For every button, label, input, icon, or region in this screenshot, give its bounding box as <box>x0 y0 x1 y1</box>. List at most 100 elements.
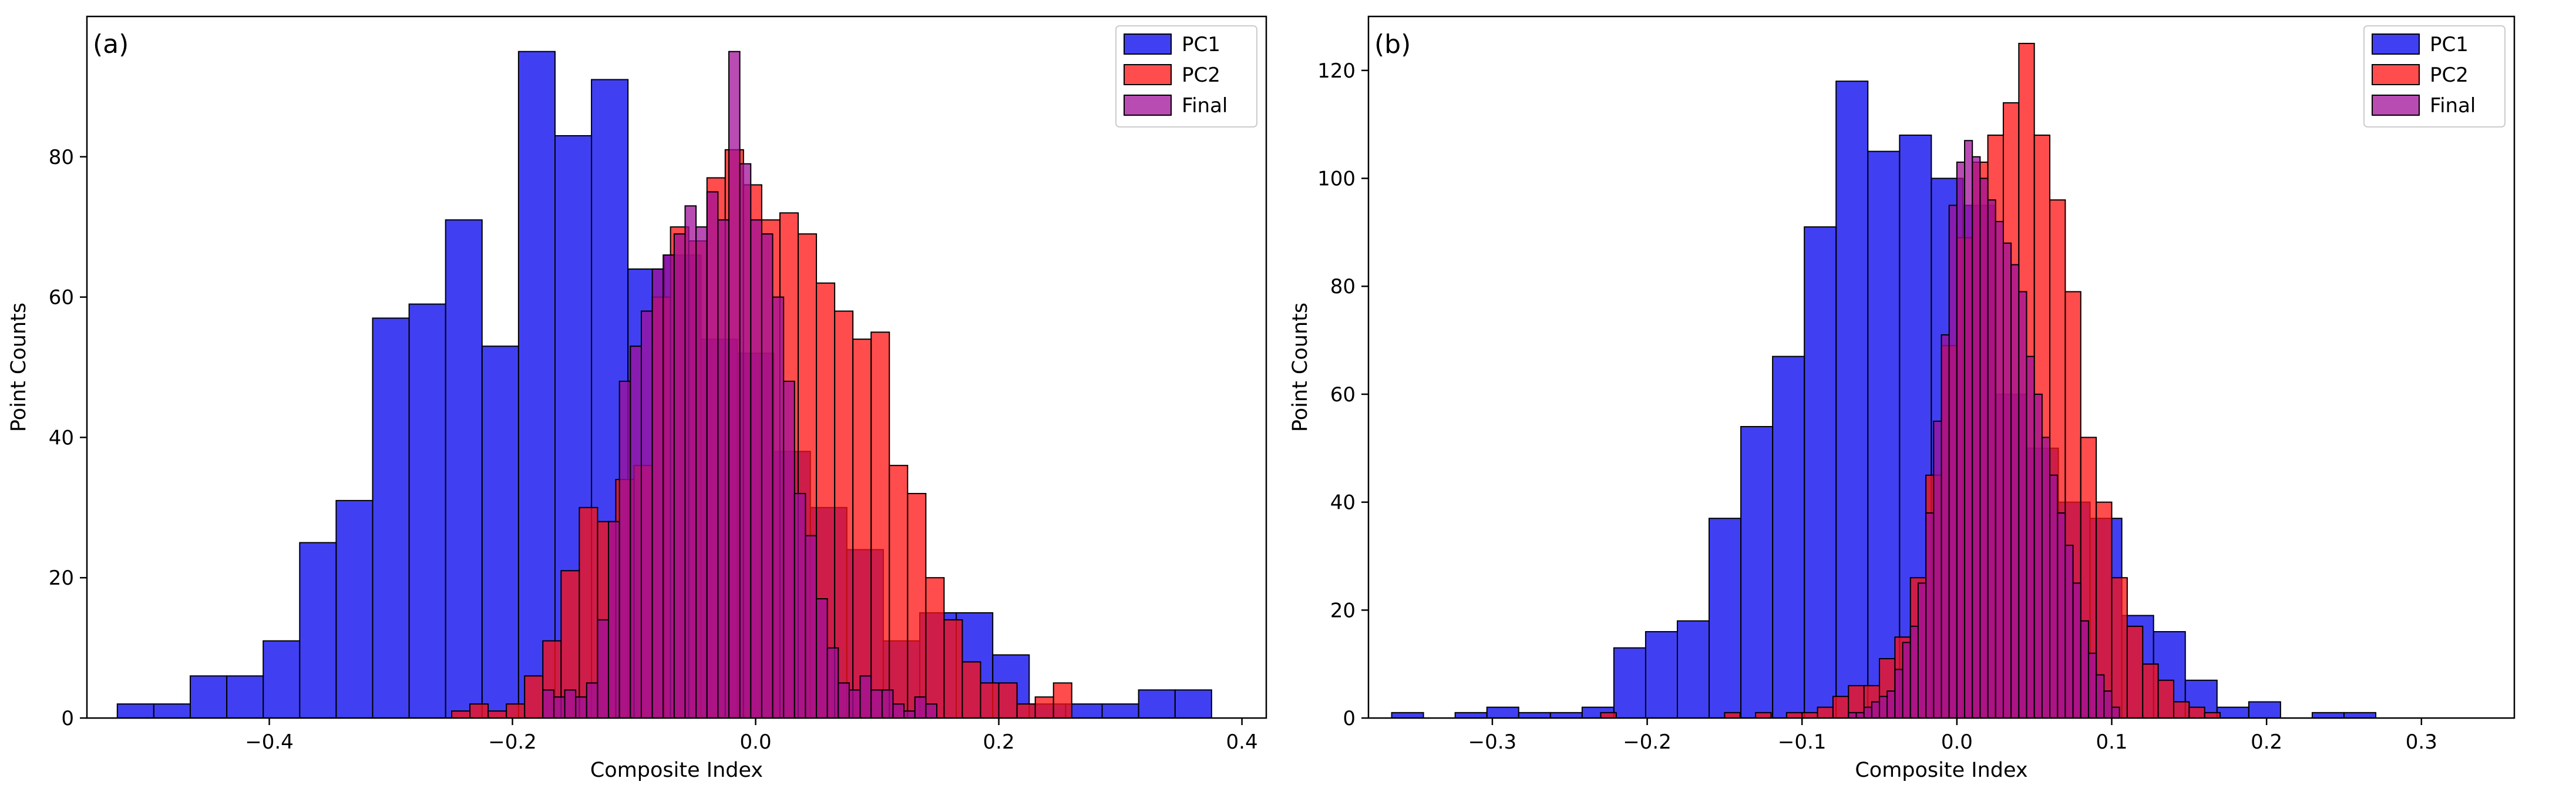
bar-pc1-6 <box>335 499 374 718</box>
bar-final-4 <box>586 682 598 718</box>
bar-final-13 <box>684 205 697 718</box>
legend-swatch-final <box>2372 95 2420 116</box>
bar-final-5 <box>597 619 610 718</box>
bar-pc2-0 <box>451 710 471 718</box>
x-axis-label: Composite Index <box>590 759 763 782</box>
bar-final-4 <box>1879 696 1888 718</box>
y-tick-label: 20 <box>49 566 74 590</box>
x-tick-label: 0.1 <box>2096 730 2127 754</box>
y-axis-label: Point Counts <box>1289 303 1312 432</box>
axes-frame <box>86 15 1267 719</box>
bar-final-0 <box>542 689 554 718</box>
bar-final-14 <box>1956 161 1966 718</box>
bar-final-12 <box>1941 334 1950 718</box>
y-tick-label: 100 <box>1317 167 1356 191</box>
y-tick-label: 80 <box>1330 275 1356 298</box>
legend-swatch-pc2 <box>1124 64 1172 85</box>
bar-pc2-1 <box>469 703 489 718</box>
x-tick-label: −0.2 <box>488 730 537 754</box>
x-tick-label: 0.2 <box>983 730 1015 754</box>
bar-pc1-2 <box>189 675 228 718</box>
x-tick-label: −0.2 <box>1623 730 1672 754</box>
bar-final-23 <box>793 492 806 718</box>
bar-pc2-28 <box>961 661 981 718</box>
bar-final-17 <box>1979 177 1989 718</box>
bar-pc1-15 <box>1867 150 1901 718</box>
bar-final-24 <box>805 535 818 718</box>
bar-final-0 <box>1848 712 1857 718</box>
x-tick-label: −0.1 <box>1778 730 1827 754</box>
y-tick-label: 60 <box>1330 383 1356 407</box>
bar-final-20 <box>761 233 774 718</box>
bar-final-17 <box>728 51 741 718</box>
y-tick-label: 20 <box>1330 599 1356 622</box>
bar-pc1-9 <box>1676 620 1710 718</box>
x-tick-label: 0.3 <box>2406 730 2437 754</box>
bar-pc2-23 <box>870 331 890 718</box>
bar-pc2-33 <box>1052 682 1072 718</box>
bar-pc2-2 <box>487 710 507 718</box>
bar-pc1-11 <box>1740 426 1774 718</box>
bar-pc1-29 <box>1174 689 1212 718</box>
bar-pc1-3 <box>1486 706 1519 718</box>
legend-label-pc2: PC2 <box>2430 63 2469 87</box>
legend: PC1 PC2 Final <box>1115 25 1257 128</box>
bar-pc1-4 <box>263 640 301 718</box>
bar-pc1-8 <box>408 303 446 718</box>
bar-pc2-10 <box>1755 712 1772 718</box>
bar-pc1-11 <box>517 51 556 718</box>
legend-swatch-pc2 <box>2372 64 2420 85</box>
bar-pc2-0 <box>1600 712 1617 718</box>
bar-final-21 <box>2010 264 2020 718</box>
bars-group <box>1391 42 2377 718</box>
bar-pc1-5 <box>1549 712 1583 718</box>
bar-pc1-7 <box>372 317 410 718</box>
bar-final-8 <box>1909 625 1919 718</box>
bar-final-15 <box>706 191 719 718</box>
bar-pc2-13 <box>1801 712 1818 718</box>
x-tick-label: −0.4 <box>245 730 294 754</box>
bar-final-24 <box>2033 393 2043 718</box>
bar-pc2-29 <box>980 682 1000 718</box>
bar-pc1-0 <box>1391 712 1424 718</box>
bar-final-2 <box>1863 706 1872 718</box>
bar-final-32 <box>2096 674 2105 718</box>
bar-pc1-9 <box>445 219 483 718</box>
bar-pc1-10 <box>481 346 519 718</box>
series-final <box>542 51 938 718</box>
y-tick-label: 120 <box>1317 59 1356 83</box>
bar-pc2-32 <box>1034 696 1054 718</box>
bar-final-9 <box>1917 582 1927 718</box>
x-tick-label: 0.4 <box>1226 730 1258 754</box>
y-tick-label: 0 <box>61 707 74 730</box>
bar-final-33 <box>2103 690 2113 718</box>
bar-final-27 <box>2057 512 2066 718</box>
bar-final-11 <box>663 254 675 718</box>
bar-final-16 <box>1972 156 1981 718</box>
bar-pc1-29 <box>2311 712 2345 718</box>
bar-final-26 <box>2049 474 2059 718</box>
legend-swatch-final <box>1124 95 1172 116</box>
legend-label-pc1: PC1 <box>2430 33 2469 56</box>
bar-pc2-35 <box>2142 663 2159 718</box>
bar-final-7 <box>618 380 631 718</box>
bar-final-19 <box>750 219 762 718</box>
y-tick-label: 60 <box>49 286 74 310</box>
series-pc1 <box>1391 80 2377 718</box>
bar-final-31 <box>881 689 894 718</box>
bar-pc1-30 <box>2343 712 2377 718</box>
bar-final-22 <box>2018 291 2027 718</box>
bar-pc2-8 <box>1724 712 1741 718</box>
bar-pc1-26 <box>2216 706 2249 718</box>
chart-panel-b: −0.3 −0.2 −0.1 0.0 0.1 0.2 0.3 0 20 40 60 80 100 120 C… <box>1289 15 2516 782</box>
bar-pc2-37 <box>2173 701 2190 718</box>
bar-pc1-14 <box>1835 80 1869 718</box>
bar-final-27 <box>838 682 850 718</box>
bar-final-25 <box>816 598 828 718</box>
bar-pc2-22 <box>852 338 872 718</box>
bar-pc2-33 <box>2111 577 2128 718</box>
bar-final-23 <box>2026 355 2035 718</box>
bar-final-10 <box>1925 512 1935 718</box>
y-tick-label: 80 <box>49 146 74 169</box>
